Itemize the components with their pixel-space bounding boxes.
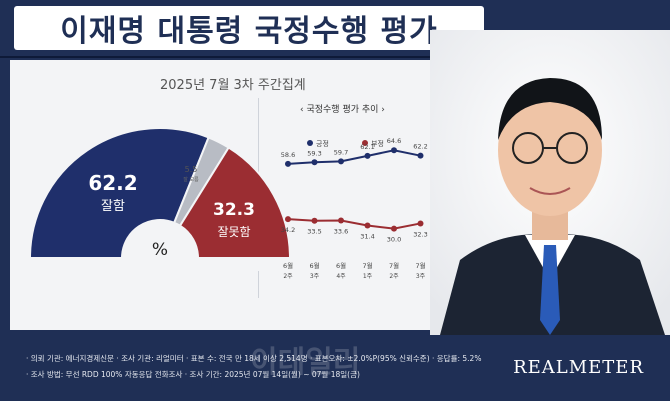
data-point bbox=[311, 217, 318, 224]
data-point bbox=[417, 220, 424, 227]
x-tick-label-week: 3주 bbox=[310, 273, 320, 280]
data-label: 59.7 bbox=[334, 148, 348, 156]
watermark-text: 이데일리 bbox=[250, 345, 361, 380]
gauge-base bbox=[28, 259, 292, 271]
x-tick-label-week: 2주 bbox=[389, 273, 399, 280]
gauge-negative-value: 32.3 bbox=[213, 200, 255, 220]
gauge-negative-label: 잘못함 bbox=[217, 225, 250, 239]
series-line-negative bbox=[287, 218, 421, 230]
data-label: 62.2 bbox=[413, 143, 427, 151]
legend-positive-marker bbox=[307, 140, 313, 146]
legend-negative-marker bbox=[362, 140, 368, 146]
data-label: 31.4 bbox=[360, 232, 374, 240]
gauge-other-label: 잘 모름 bbox=[183, 176, 199, 183]
data-label: 58.6 bbox=[281, 151, 295, 159]
gauge-slice-positive bbox=[28, 127, 210, 259]
brand-logo: REALMETER bbox=[513, 357, 644, 378]
legend-negative-label: 부정 bbox=[371, 139, 384, 148]
x-tick-label-month: 7월 bbox=[389, 261, 399, 270]
footer: 이데일리 · 의뢰 기관: 에너지경제신문 · 조사 기관: 리얼미터 · 표본… bbox=[0, 335, 670, 401]
x-tick-label-week: 4주 bbox=[336, 273, 346, 280]
gauge-positive-value: 62.2 bbox=[88, 171, 137, 195]
x-tick-label-month: 6월 bbox=[309, 261, 319, 270]
title-bar: 이재명 대통령 국정수행 평가 bbox=[0, 0, 670, 58]
data-point bbox=[417, 152, 424, 159]
chart-subtitle: 2025년 7월 3차 주간집계 bbox=[160, 78, 306, 93]
footer-note-2: · 조사 방법: 무선 RDD 100% 자동응답 전화조사 · 조사 기간: … bbox=[26, 370, 360, 379]
gauge-positive-label: 잘함 bbox=[101, 199, 125, 214]
footer-note-1: · 의뢰 기관: 에너지경제신문 · 조사 기관: 리얼미터 · 표본 수: 전… bbox=[26, 354, 482, 363]
chart-svg: 62.2 잘함 32.3 잘못함 5.5 잘 모름% ‹ 국정수행 평가 추이 › 긍정 부정 5… bbox=[28, 103, 428, 280]
data-label: 64.6 bbox=[387, 137, 401, 145]
x-tick-label-month: 6월 bbox=[336, 261, 346, 270]
x-tick-label-week: 2주 bbox=[283, 273, 293, 280]
data-label: 34.2 bbox=[281, 226, 295, 234]
data-label: 32.3 bbox=[413, 230, 427, 238]
data-point bbox=[338, 217, 344, 224]
data-label: 59.3 bbox=[307, 149, 321, 157]
data-point bbox=[391, 147, 397, 154]
data-label: 33.6 bbox=[334, 228, 348, 236]
gauge-other-value: 5.5 bbox=[185, 165, 198, 174]
data-point bbox=[285, 216, 291, 223]
data-point bbox=[364, 222, 371, 229]
x-tick-label-month: 6월 bbox=[283, 261, 293, 270]
page-title: 이재명 대통령 국정수행 평가 bbox=[60, 14, 438, 49]
gauge-slice-negative bbox=[178, 146, 292, 259]
legend-positive-label: 긍정 bbox=[316, 139, 329, 148]
data-point bbox=[364, 152, 371, 159]
x-tick-label-month: 7월 bbox=[362, 261, 372, 270]
data-label: 62.1 bbox=[360, 143, 374, 151]
data-point bbox=[391, 225, 397, 232]
portrait-photo bbox=[430, 30, 670, 335]
trend-title: ‹ 국정수행 평가 추이 › bbox=[300, 103, 385, 115]
data-label: 33.5 bbox=[307, 228, 321, 236]
x-tick-label-week: 3주 bbox=[416, 273, 426, 280]
data-label: 30.0 bbox=[387, 236, 401, 244]
data-point bbox=[311, 159, 318, 166]
gauge-center-percent: % bbox=[152, 240, 168, 260]
data-point bbox=[285, 160, 291, 167]
title-pill: 이재명 대통령 국정수행 평가 bbox=[14, 6, 484, 50]
x-tick-label-month: 7월 bbox=[415, 261, 425, 270]
x-tick-label-week: 1주 bbox=[363, 273, 373, 280]
data-point bbox=[338, 158, 344, 165]
series-line-positive bbox=[287, 149, 421, 165]
